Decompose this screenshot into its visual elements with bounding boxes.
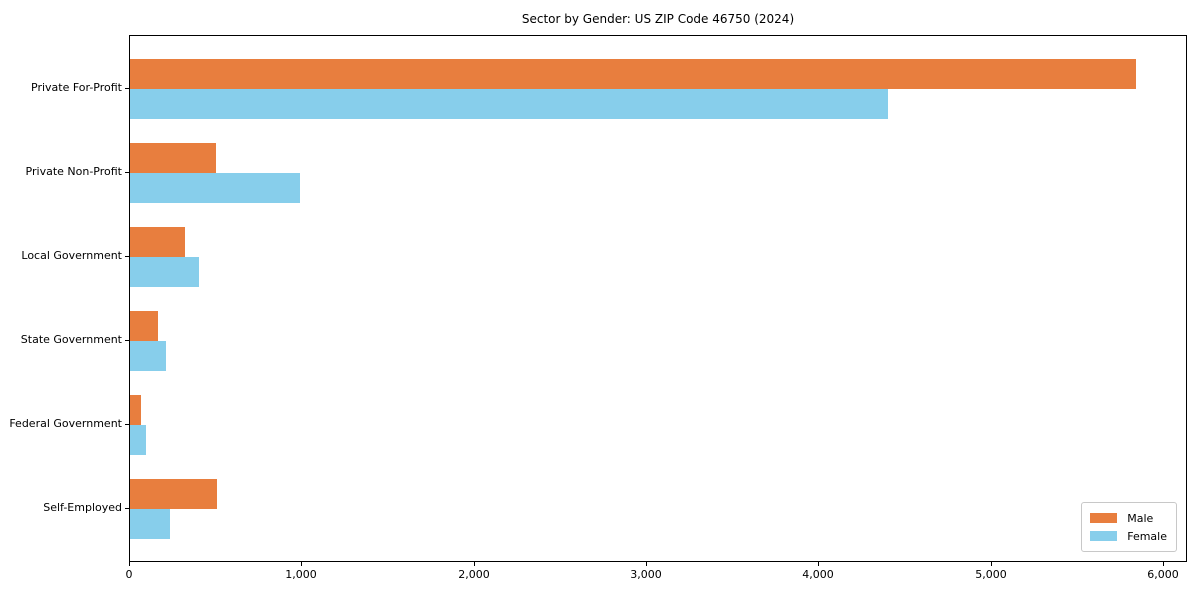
xtick-label-0: 0 bbox=[125, 568, 133, 581]
ytick-label-private-non-profit: Private Non-Profit bbox=[25, 165, 122, 178]
xtick-mark-1000 bbox=[301, 562, 302, 566]
bar-female-state-government bbox=[130, 341, 166, 371]
xtick-label-5000: 5,000 bbox=[975, 568, 1007, 581]
xtick-mark-2000 bbox=[474, 562, 475, 566]
bar-female-private-non-profit bbox=[130, 173, 300, 203]
ytick-label-private-for-profit: Private For-Profit bbox=[31, 81, 122, 94]
bar-male-local-government bbox=[130, 227, 185, 257]
ytick-label-state-government: State Government bbox=[20, 333, 122, 346]
ytick-label-local-government: Local Government bbox=[21, 249, 122, 262]
legend-label-female: Female bbox=[1127, 529, 1167, 543]
ytick-mark-private-for-profit bbox=[125, 88, 129, 89]
chart-title: Sector by Gender: US ZIP Code 46750 (202… bbox=[521, 12, 795, 26]
xtick-label-6000: 6,000 bbox=[1147, 568, 1179, 581]
ytick-label-federal-government: Federal Government bbox=[9, 417, 122, 430]
legend-swatch-female-icon bbox=[1090, 531, 1118, 541]
ytick-mark-state-government bbox=[125, 340, 129, 341]
xtick-mark-3000 bbox=[646, 562, 647, 566]
bar-male-state-government bbox=[130, 311, 158, 341]
ytick-label-self-employed: Self-Employed bbox=[43, 501, 122, 514]
bar-male-private-non-profit bbox=[130, 143, 216, 173]
xtick-label-3000: 3,000 bbox=[630, 568, 662, 581]
xtick-mark-4000 bbox=[818, 562, 819, 566]
xtick-label-2000: 2,000 bbox=[458, 568, 490, 581]
ytick-mark-local-government bbox=[125, 256, 129, 257]
legend-item-female: Female bbox=[1090, 527, 1167, 545]
xtick-mark-0 bbox=[129, 562, 130, 566]
bar-female-federal-government bbox=[130, 425, 146, 455]
legend-item-male: Male bbox=[1090, 509, 1167, 527]
bar-female-self-employed bbox=[130, 509, 170, 539]
ytick-mark-private-non-profit bbox=[125, 172, 129, 173]
xtick-label-1000: 1,000 bbox=[285, 568, 317, 581]
ytick-mark-federal-government bbox=[125, 424, 129, 425]
ytick-mark-self-employed bbox=[125, 508, 129, 509]
bar-male-self-employed bbox=[130, 479, 217, 509]
legend-label-male: Male bbox=[1127, 511, 1154, 525]
xtick-mark-6000 bbox=[1163, 562, 1164, 566]
bar-male-private-for-profit bbox=[130, 59, 1136, 89]
legend-swatch-male-icon bbox=[1090, 513, 1118, 523]
legend: Male Female bbox=[1081, 502, 1177, 552]
xtick-label-4000: 4,000 bbox=[802, 568, 834, 581]
bar-female-private-for-profit bbox=[130, 89, 888, 119]
xtick-mark-5000 bbox=[991, 562, 992, 566]
bar-female-local-government bbox=[130, 257, 199, 287]
bar-male-federal-government bbox=[130, 395, 141, 425]
plot-area: Male Female bbox=[129, 35, 1187, 562]
